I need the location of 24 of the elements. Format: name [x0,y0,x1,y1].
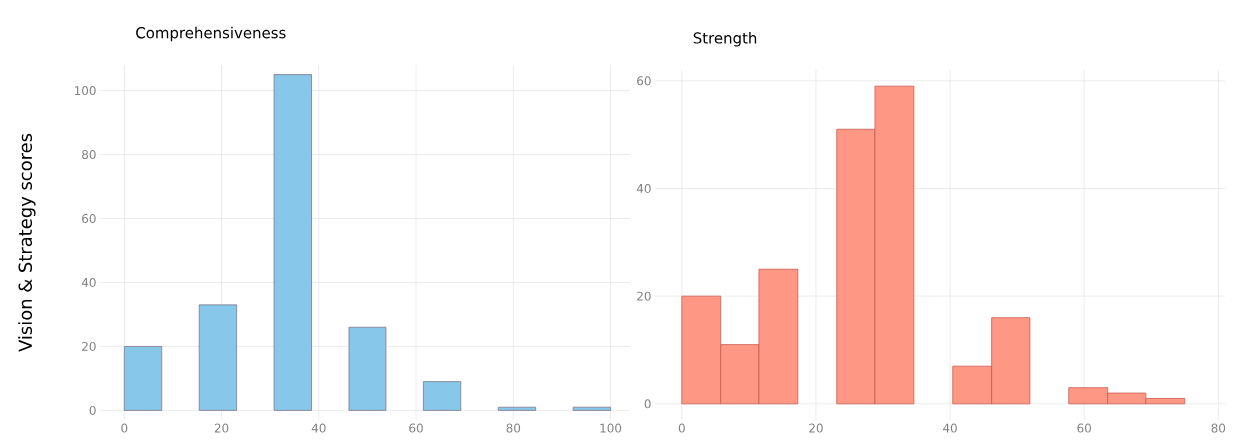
y-tick-label: 20 [637,291,651,301]
x-tick-label: 0 [121,423,128,433]
y-tick-label: 60 [82,213,96,224]
x-tick-label: 40 [943,423,957,433]
x-tick-label: 20 [809,423,823,433]
y-tick-label: 60 [637,76,651,86]
x-tick-label: 80 [506,423,521,433]
x-tick-label: 40 [311,423,326,433]
y-tick-label: 20 [82,341,96,351]
x-tick-label: 100 [600,423,622,433]
y-tick-label: 100 [74,86,96,96]
y-tick-label: 40 [81,277,96,287]
x-tick-label: 60 [409,423,423,433]
x-tick-label: 20 [214,423,229,433]
y-axis-title: Vision & Strategy scores [18,133,36,352]
y-tick-label: 0 [644,399,651,409]
chart-title: Strength [693,32,757,47]
y-tick-label: 80 [82,150,96,160]
chart-title: Comprehensiveness [136,26,286,42]
x-tick-label: 80 [1211,423,1226,433]
y-tick-label: 0 [89,405,96,415]
x-tick-label: 0 [678,423,685,433]
y-tick-label: 40 [636,183,651,193]
x-tick-label: 60 [1077,423,1091,433]
